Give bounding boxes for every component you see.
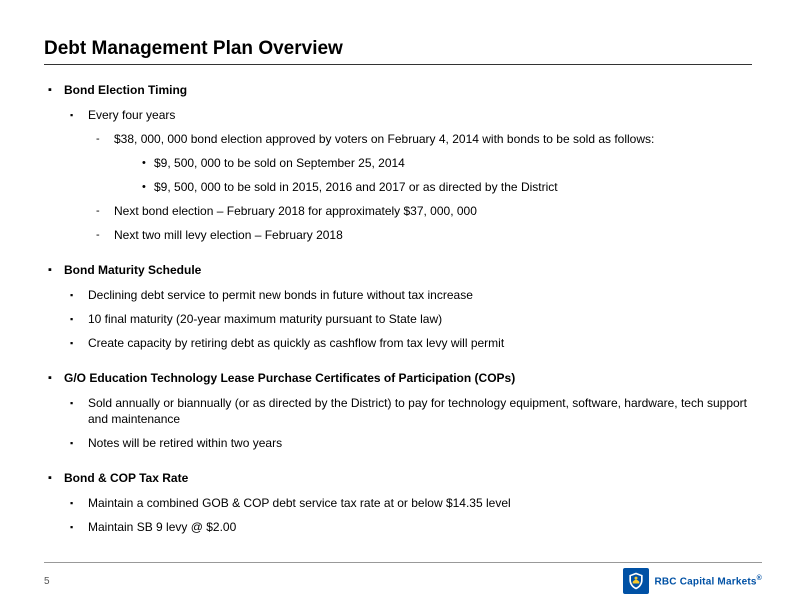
item-text: $38, 000, 000 bond election approved by … [114, 132, 654, 146]
dash-icon: - [88, 227, 114, 243]
item-text: Sold annually or biannually (or as direc… [88, 395, 752, 427]
item-text: Declining debt service to permit new bon… [88, 287, 752, 303]
list-item: - Next two mill levy election – February… [88, 227, 752, 243]
page-title: Debt Management Plan Overview [44, 38, 752, 65]
bullet-icon: ▪ [64, 519, 88, 535]
dot-icon: • [114, 179, 154, 195]
bullet-icon: ▪ [44, 261, 64, 353]
item-text: Create capacity by retiring debt as quic… [88, 335, 752, 351]
item-text: $9, 500, 000 to be sold on September 25,… [154, 155, 752, 171]
logo-text: RBC Capital Markets® [654, 575, 762, 587]
page-number: 5 [44, 576, 50, 587]
list-item: ▪ Create capacity by retiring debt as qu… [64, 335, 752, 351]
list-item: • $9, 500, 000 to be sold on September 2… [114, 155, 752, 171]
slide-content: Debt Management Plan Overview ▪ Bond Ele… [0, 0, 792, 559]
bullet-icon: ▪ [64, 287, 88, 303]
section: ▪ Bond Election Timing ▪ Every four year… [44, 81, 752, 245]
dot-icon: • [114, 155, 154, 171]
list-item: - Next bond election – February 2018 for… [88, 203, 752, 219]
item-text: $9, 500, 000 to be sold in 2015, 2016 an… [154, 179, 752, 195]
item-text: Every four years [88, 108, 175, 122]
rbc-shield-icon [623, 568, 649, 594]
section-heading: Bond Election Timing [64, 81, 752, 99]
bullet-icon: ▪ [64, 495, 88, 511]
dash-icon: - [88, 203, 114, 219]
section-heading: G/O Education Technology Lease Purchase … [64, 369, 752, 387]
item-text: Next bond election – February 2018 for a… [114, 203, 752, 219]
section-heading: Bond & COP Tax Rate [64, 469, 752, 487]
footer: 5 RBC Capital Markets® [0, 562, 792, 594]
list-item: ▪ 10 final maturity (20-year maximum mat… [64, 311, 752, 327]
section: ▪ Bond Maturity Schedule ▪ Declining deb… [44, 261, 752, 353]
logo: RBC Capital Markets® [623, 568, 762, 594]
bullet-icon: ▪ [64, 435, 88, 451]
list-item: ▪ Every four years - $38, 000, 000 bond … [64, 107, 752, 243]
list-item: ▪ Maintain SB 9 levy @ $2.00 [64, 519, 752, 535]
item-text: Notes will be retired within two years [88, 435, 752, 451]
list-item: ▪ Declining debt service to permit new b… [64, 287, 752, 303]
list-item: - $38, 000, 000 bond election approved b… [88, 131, 752, 195]
list-item: ▪ Maintain a combined GOB & COP debt ser… [64, 495, 752, 511]
item-text: Next two mill levy election – February 2… [114, 227, 752, 243]
bullet-icon: ▪ [44, 369, 64, 453]
bullet-icon: ▪ [44, 81, 64, 245]
section-heading: Bond Maturity Schedule [64, 261, 752, 279]
item-text: Maintain SB 9 levy @ $2.00 [88, 519, 752, 535]
bullet-icon: ▪ [64, 335, 88, 351]
item-text: Maintain a combined GOB & COP debt servi… [88, 495, 752, 511]
bullet-icon: ▪ [64, 395, 88, 427]
bullet-icon: ▪ [64, 107, 88, 243]
item-text: 10 final maturity (20-year maximum matur… [88, 311, 752, 327]
list-item: • $9, 500, 000 to be sold in 2015, 2016 … [114, 179, 752, 195]
section: ▪ G/O Education Technology Lease Purchas… [44, 369, 752, 453]
dash-icon: - [88, 131, 114, 195]
section: ▪ Bond & COP Tax Rate ▪ Maintain a combi… [44, 469, 752, 537]
bullet-icon: ▪ [64, 311, 88, 327]
bullet-icon: ▪ [44, 469, 64, 537]
list-item: ▪ Sold annually or biannually (or as dir… [64, 395, 752, 427]
list-item: ▪ Notes will be retired within two years [64, 435, 752, 451]
